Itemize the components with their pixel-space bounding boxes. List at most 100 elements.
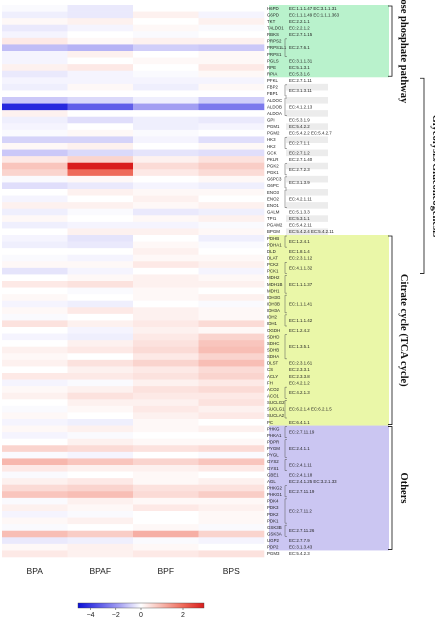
- gene-label: PDK2: [267, 512, 279, 517]
- heatmap-cell: [133, 340, 199, 348]
- heatmap-cell: [198, 57, 265, 65]
- heatmap-cell: [198, 445, 265, 453]
- pathway-label: Others: [398, 473, 409, 504]
- heatmap-cell: [198, 320, 265, 328]
- heatmap-cell: [67, 103, 134, 111]
- heatmap-cell: [133, 537, 199, 545]
- heatmap-cell: [67, 57, 134, 65]
- heatmap-cell: [198, 359, 265, 367]
- gene-label: GYS2: [267, 459, 279, 464]
- heatmap-cell: [198, 215, 265, 223]
- heatmap-cell: [198, 228, 265, 236]
- heatmap-cell: [133, 379, 199, 387]
- ec-label: EC:2.7.1.40: [289, 157, 313, 162]
- heatmap-cell: [67, 504, 134, 512]
- heatmap-cell: [198, 31, 265, 39]
- heatmap-cell: [67, 254, 134, 262]
- ec-label: EC:2.7.2.3: [289, 167, 310, 172]
- heatmap-cell: [67, 77, 134, 85]
- heatmap-cell: [67, 511, 134, 518]
- ec-shade: [286, 189, 328, 196]
- heatmap-cell: [133, 504, 199, 512]
- ec-label: EC:5.3.1.1: [289, 216, 310, 221]
- heatmap-cell: [133, 162, 199, 170]
- heatmap-cell: [198, 287, 265, 295]
- heatmap-cell: [67, 438, 134, 446]
- heatmap-cell: [67, 327, 134, 334]
- heatmap-cell: [198, 44, 265, 52]
- heatmap-cell: [2, 451, 68, 459]
- heatmap-cell: [67, 5, 134, 12]
- heatmap-cell: [198, 333, 265, 341]
- heatmap-cell: [2, 51, 68, 58]
- gene-label: DLST: [267, 361, 279, 366]
- ec-label: EC:5.1.3.1: [289, 65, 310, 70]
- gene-label: MDH1B: [267, 282, 282, 287]
- ec-label: EC:5.1.3.3: [289, 210, 310, 215]
- gene-label: TALDO1: [267, 26, 284, 31]
- gene-label: PDK1: [267, 518, 279, 523]
- gene-label: SDHA: [267, 354, 279, 359]
- heatmap-cell: [198, 412, 265, 420]
- ec-label: EC:3.1.3.11: [289, 88, 312, 93]
- heatmap-cell: [198, 274, 265, 282]
- ec-bracket: [284, 314, 287, 327]
- heatmap-cell: [67, 90, 134, 98]
- heatmap-cell: [2, 221, 68, 229]
- heatmap-cell: [2, 136, 68, 144]
- heatmap-cell: [133, 333, 199, 341]
- heatmap-cell: [67, 156, 134, 164]
- heatmap-cell: [133, 432, 199, 440]
- heatmap-cell: [133, 287, 199, 295]
- ec-label: EC:1.2.4.2: [289, 328, 310, 333]
- heatmap-cell: [133, 412, 199, 420]
- gene-label: PFKL: [267, 78, 279, 83]
- heatmap-cell: [2, 478, 68, 486]
- heatmap-cell: [133, 471, 199, 479]
- heatmap-cell: [67, 116, 134, 124]
- heatmap-cell: [133, 478, 199, 486]
- heatmap-cell: [67, 307, 134, 315]
- heatmap-cell: [67, 300, 134, 308]
- gene-label: PDHA1: [267, 242, 282, 247]
- heatmap-cell: [198, 64, 265, 72]
- pathway-bracket: [388, 235, 393, 425]
- heatmap-cell: [67, 405, 134, 413]
- heatmap-cells: [2, 5, 265, 558]
- gene-label: PHKG: [267, 426, 280, 431]
- heatmap-cell: [133, 235, 199, 242]
- ec-label: EC:5.4.2.3: [289, 551, 310, 556]
- heatmap-cell: [198, 451, 265, 459]
- heatmap-cell: [2, 465, 68, 472]
- heatmap-cell: [133, 83, 199, 91]
- ec-shade: [286, 149, 328, 157]
- colorbar-tick-label: −4: [87, 612, 95, 619]
- heatmap-cell: [198, 70, 265, 78]
- gene-label: IDH3B: [267, 302, 280, 307]
- heatmap-cell: [67, 189, 134, 196]
- heatmap-cell: [67, 530, 134, 538]
- ec-label: EC:5.4.2.11: [289, 223, 312, 228]
- ec-label: EC:2.2.1.1: [289, 19, 310, 24]
- heatmap-cell: [198, 300, 265, 308]
- heatmap-cell: [133, 31, 199, 39]
- ec-label: EC:2.4.1.1: [289, 446, 310, 451]
- heatmap-cell: [133, 129, 199, 137]
- heatmap-cell: [133, 327, 199, 334]
- gene-label: ENO1: [267, 203, 280, 208]
- ec-label: EC:4.1.1.32: [289, 265, 313, 270]
- heatmap-cell: [133, 392, 199, 400]
- heatmap-cell: [67, 169, 134, 177]
- heatmap-cell: [2, 491, 68, 499]
- heatmap-cell: [67, 248, 134, 256]
- ec-bracket: [284, 439, 287, 458]
- heatmap-cell: [2, 235, 68, 242]
- heatmap-cell: [2, 189, 68, 196]
- heatmap-cell: [67, 281, 134, 288]
- heatmap-cell: [2, 77, 68, 85]
- heatmap-cell: [2, 432, 68, 440]
- gene-label: ALDOC: [267, 98, 282, 103]
- heatmap-cell: [133, 438, 199, 446]
- heatmap-cell: [67, 491, 134, 499]
- heatmap-cell: [67, 320, 134, 328]
